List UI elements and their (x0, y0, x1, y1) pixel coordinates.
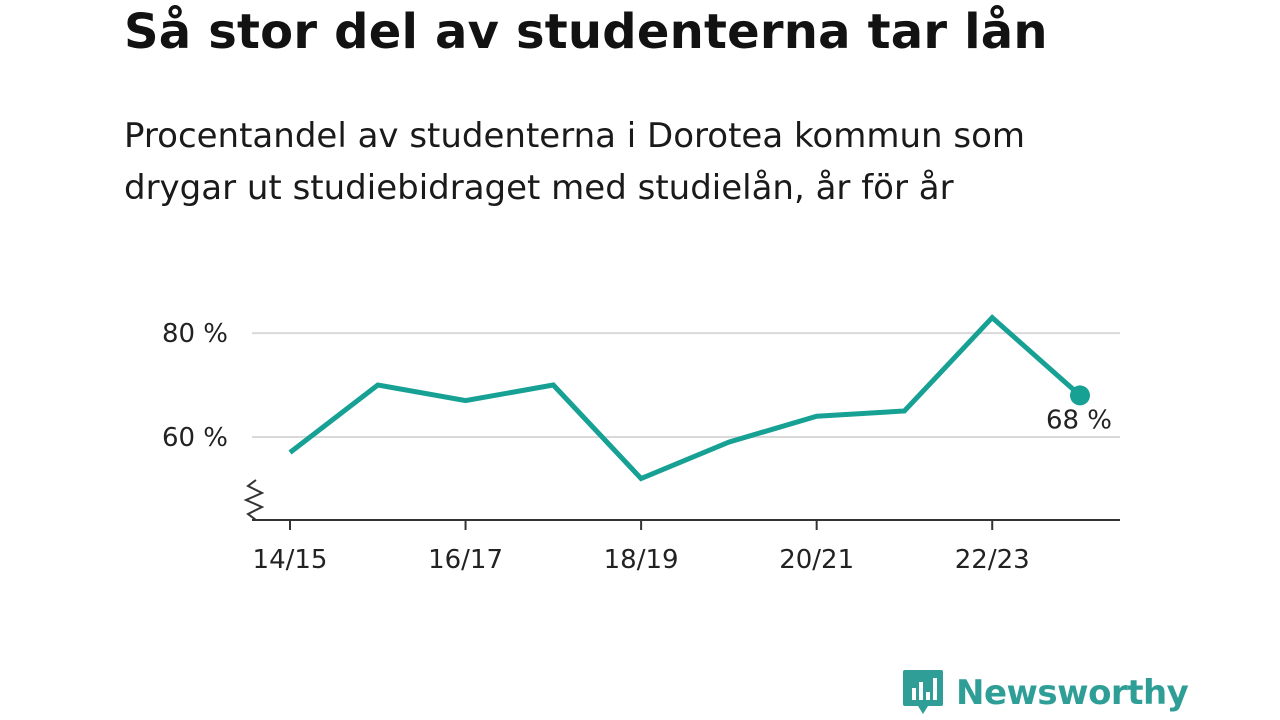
end-value-label: 68 % (1046, 405, 1112, 435)
axis-break-icon (243, 479, 265, 521)
x-tick-label: 18/19 (604, 545, 679, 575)
data-series (288, 314, 1090, 482)
y-tick-label: 60 % (162, 423, 228, 453)
x-tick-label: 22/23 (955, 545, 1030, 575)
x-axis-labels: 14/15 16/17 18/19 20/21 22/23 (253, 545, 1030, 575)
series-line (288, 314, 1082, 482)
newsworthy-logo-icon (903, 670, 943, 714)
chart-title: Så stor del av studenterna tar lån (124, 4, 1048, 60)
x-tick-label: 20/21 (779, 545, 854, 575)
y-axis-labels: 60 % 80 % (162, 319, 228, 453)
end-point-marker (1070, 385, 1090, 406)
brand-logo: Newsworthy (902, 668, 1189, 718)
x-axis (243, 479, 1120, 530)
data-labels: 68 % (1046, 405, 1112, 435)
brand-name: Newsworthy (956, 673, 1189, 713)
x-tick-label: 16/17 (428, 545, 503, 575)
x-tick-label: 14/15 (253, 545, 328, 575)
y-tick-label: 80 % (162, 319, 228, 349)
chart-subtitle: Procentandel av studenterna i Dorotea ko… (124, 116, 1026, 208)
